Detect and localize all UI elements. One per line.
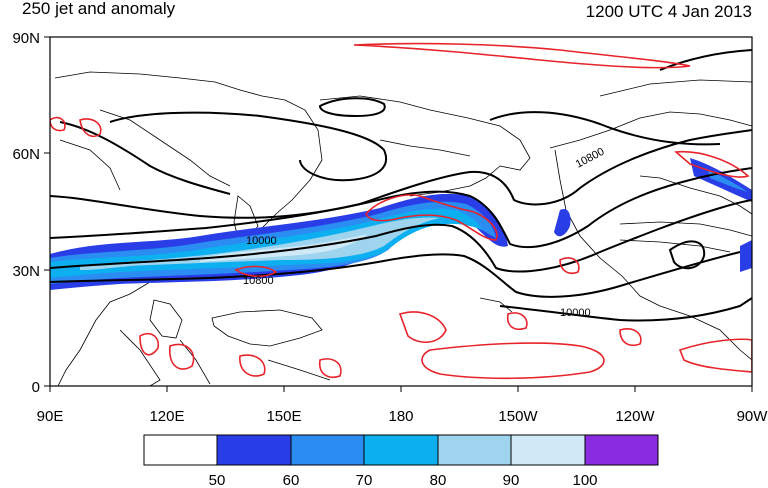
colorbar-label-80: 80 (430, 472, 447, 488)
jet-us-speck (554, 208, 571, 237)
colorbar-label-70: 70 (356, 472, 373, 488)
colorbar-box-90-100 (510, 434, 586, 466)
colorbar-box-below-50 (143, 434, 218, 466)
contour-label-1: 10000 (246, 235, 277, 247)
colorbar-label-90: 90 (503, 472, 520, 488)
colorbar (143, 434, 659, 466)
colorbar-box-70-80 (363, 434, 439, 466)
colorbar-box-50-60 (216, 434, 292, 466)
x-tick-90e: 90E (37, 408, 64, 425)
jet-right-edge (740, 240, 752, 272)
y-tick-30n: 30N (12, 263, 40, 280)
colorbar-box-60-70 (290, 434, 365, 466)
x-tick-90w: 90W (737, 408, 768, 425)
x-tick-150w: 150W (498, 408, 538, 425)
y-tick-0: 0 (32, 379, 40, 396)
axis-ticks (44, 36, 753, 392)
x-tick-120e: 120E (149, 408, 184, 425)
plot-title: 250 jet and anomaly (22, 0, 176, 18)
x-tick-150e: 150E (266, 408, 301, 425)
contour-label-4: 10000 (560, 307, 591, 319)
contour-label-2: 10800 (243, 275, 274, 287)
colorbar-label-60: 60 (283, 472, 300, 488)
y-tick-90n: 90N (12, 30, 40, 47)
colorbar-box-above-100 (584, 434, 659, 466)
contour-label-3: 10800 (574, 146, 607, 171)
colorbar-label-50: 50 (209, 472, 226, 488)
coastlines (54, 71, 752, 386)
anomaly-contours (50, 42, 752, 380)
x-tick-180: 180 (388, 408, 413, 425)
y-tick-60n: 60N (12, 146, 40, 163)
height-contours (50, 49, 752, 322)
map-content: 10000 10800 10800 10000 (50, 42, 752, 386)
jet-shading (50, 158, 752, 290)
plot-time: 1200 UTC 4 Jan 2013 (585, 2, 752, 21)
colorbar-box-80-90 (437, 434, 512, 466)
jet-80-90 (80, 217, 440, 270)
jet-atlantic-mid (708, 170, 748, 192)
colorbar-label-100: 100 (572, 472, 597, 488)
x-tick-120w: 120W (615, 408, 655, 425)
